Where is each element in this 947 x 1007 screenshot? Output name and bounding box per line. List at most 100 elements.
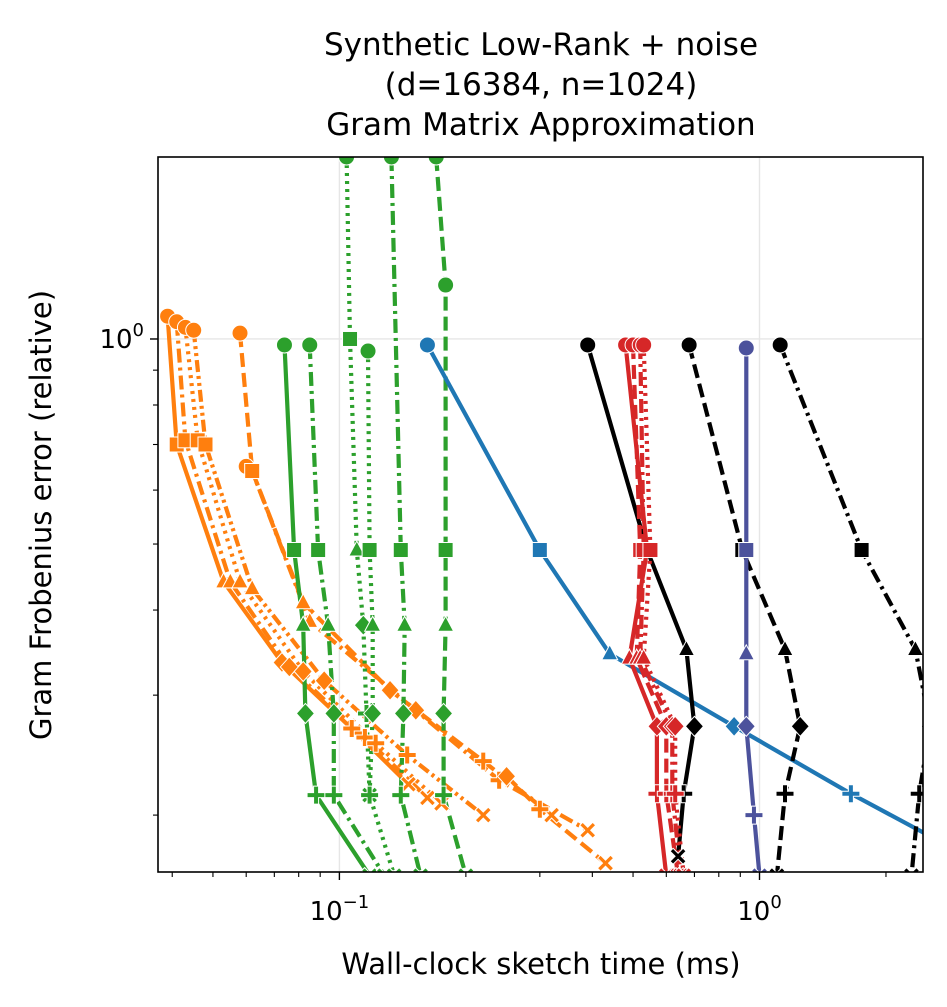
series-line-19 xyxy=(638,344,683,872)
data-point-s7-p4 xyxy=(306,785,326,805)
y-axis-label: Gram Frobenius error (relative) xyxy=(24,290,58,740)
series-line-8 xyxy=(307,344,385,872)
data-point-s8-p0 xyxy=(301,336,319,354)
data-point-s21-p0 xyxy=(737,339,755,357)
data-point-s12-p1 xyxy=(437,276,455,294)
data-point-s21-p3 xyxy=(736,715,756,738)
data-point-s2-p3 xyxy=(293,660,313,683)
title-line-3: Gram Matrix Approximation xyxy=(326,107,755,143)
data-point-s16-p0 xyxy=(771,336,789,354)
data-point-s9-p1 xyxy=(342,330,359,347)
data-point-s8-p3 xyxy=(324,702,344,725)
data-point-s7-p0 xyxy=(275,336,293,354)
series-line-11 xyxy=(389,157,422,872)
data-point-s8-p2 xyxy=(319,615,337,632)
data-point-s1-p3 xyxy=(279,656,300,678)
axis-ticks: 10−1 100 100 xyxy=(99,320,887,927)
data-point-s13-p0 xyxy=(418,336,436,354)
data-point-s14-p5 xyxy=(669,847,687,865)
data-point-s11-p1 xyxy=(392,542,409,559)
data-point-s11-p0 xyxy=(382,157,400,166)
data-point-s16-p3 xyxy=(920,723,923,729)
plot-frame xyxy=(157,156,924,873)
x-axis-label: Wall-clock sketch time (ms) xyxy=(341,947,740,981)
data-point-s12-p3 xyxy=(436,615,455,632)
data-point-s1-p5 xyxy=(418,789,437,807)
x-tick-label-0: 10−1 xyxy=(310,892,370,927)
series-line-13 xyxy=(425,343,923,835)
data-point-s16-p4 xyxy=(909,784,923,804)
chart-title: Synthetic Low-Rank + noise (d=16384, n=1… xyxy=(324,27,758,143)
data-point-s12-p4 xyxy=(433,702,454,725)
data-point-s12-p6 xyxy=(457,866,475,872)
data-point-s7-p3 xyxy=(295,702,316,725)
data-point-s5-p5 xyxy=(579,821,597,839)
data-point-s1-p4 xyxy=(355,727,375,747)
y-tick-label-0: 100 xyxy=(99,320,144,355)
data-point-s11-p5 xyxy=(411,866,430,872)
grid-lines xyxy=(158,157,923,872)
data-point-s14-p0 xyxy=(579,336,597,354)
data-point-s10-p4 xyxy=(360,785,380,805)
marker-layer xyxy=(159,157,923,872)
data-point-s20-p3 xyxy=(665,715,685,738)
data-point-s21-p4 xyxy=(744,805,764,825)
data-point-s2-p2 xyxy=(231,571,249,589)
data-point-s5-p1 xyxy=(244,463,261,480)
data-point-s21-p1 xyxy=(738,542,755,559)
series-line-12 xyxy=(434,157,468,872)
series-line-3 xyxy=(191,329,485,817)
data-point-s15-p0 xyxy=(680,336,698,354)
data-point-s9-p2 xyxy=(347,539,366,557)
data-point-s9-p0 xyxy=(338,157,356,166)
data-point-s10-p2 xyxy=(363,615,382,632)
data-point-s15-p2 xyxy=(776,639,794,657)
data-point-s6-p1 xyxy=(530,799,550,819)
data-point-s16-p1 xyxy=(853,542,870,559)
data-point-s4-p4 xyxy=(473,751,493,771)
data-point-s15-p5 xyxy=(768,866,786,872)
data-point-s4-p3 xyxy=(380,679,400,702)
data-point-s10-p1 xyxy=(361,542,378,559)
series-line-9 xyxy=(344,157,372,796)
data-point-s13-p4 xyxy=(841,784,861,804)
data-point-s7-p5 xyxy=(360,866,379,872)
series-layer xyxy=(165,157,923,872)
title-line-1: Synthetic Low-Rank + noise xyxy=(324,27,758,63)
data-point-s15-p4 xyxy=(775,784,795,804)
data-point-s7-p1 xyxy=(286,542,303,559)
data-point-s3-p1 xyxy=(197,436,214,453)
title-line-2: (d=16384, n=1024) xyxy=(385,67,698,103)
data-point-s12-p2 xyxy=(437,542,454,559)
data-point-s20-p1 xyxy=(642,542,659,559)
data-point-s2-p4 xyxy=(366,733,386,753)
data-point-s6-p0 xyxy=(496,765,517,788)
data-point-s3-p0 xyxy=(185,321,203,339)
data-point-s16-p5 xyxy=(902,866,921,872)
series-line-20 xyxy=(641,344,686,872)
series-line-21 xyxy=(744,348,762,872)
data-point-s12-p0 xyxy=(427,157,445,166)
data-point-s12-p5 xyxy=(434,785,454,805)
data-point-s20-p5 xyxy=(674,866,693,872)
series-line-15 xyxy=(687,344,803,872)
data-point-s13-p2 xyxy=(600,643,619,661)
data-point-s21-p5 xyxy=(750,866,769,872)
data-point-s11-p2 xyxy=(395,615,414,632)
data-point-s20-p2 xyxy=(634,648,653,665)
data-point-s20-p4 xyxy=(665,784,685,804)
data-point-s7-p2 xyxy=(294,615,313,632)
data-point-s10-p3 xyxy=(362,702,383,725)
series-line-10 xyxy=(365,351,396,872)
data-point-s3-p4 xyxy=(397,745,417,765)
data-point-s8-p1 xyxy=(310,542,327,559)
data-point-s16-p2 xyxy=(906,639,923,657)
x-tick-label-1: 100 xyxy=(737,892,782,927)
data-point-s6-p2 xyxy=(596,854,615,872)
series-line-18 xyxy=(630,344,680,872)
data-point-s11-p4 xyxy=(391,785,411,805)
data-point-s15-p3 xyxy=(790,715,810,738)
data-point-s3-p2 xyxy=(243,578,262,596)
data-point-s20-p0 xyxy=(635,336,653,354)
